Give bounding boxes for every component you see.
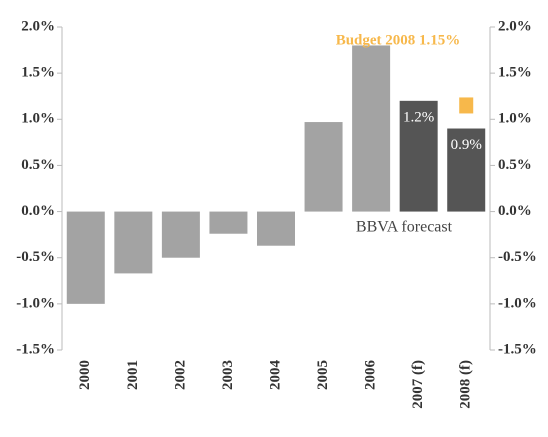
y-tick-label: 2.0% (21, 18, 55, 34)
y-tick-label: 0.0% (21, 203, 55, 219)
budget-label: Budget 2008 1.15% (336, 32, 461, 48)
x-tick-label: 2000 (77, 360, 93, 390)
x-tick-label: 2004 (267, 360, 283, 391)
y2-tick-label: 2.0% (498, 18, 532, 34)
bar (257, 211, 295, 246)
x-tick-label: 2003 (220, 360, 236, 390)
x-tick-label: 2007 (f) (410, 360, 426, 409)
y-tick-label: 0.5% (21, 157, 55, 173)
bar (304, 122, 343, 212)
x-tick-label: 2001 (125, 360, 141, 390)
x-tick-label: 2006 (363, 360, 379, 391)
x-tick-label: 2002 (172, 360, 188, 390)
bar (161, 211, 200, 258)
x-tick-label: 2005 (315, 360, 331, 390)
y2-tick-label: -1.0% (498, 295, 537, 311)
y-tick-label: -0.5% (16, 249, 55, 265)
y2-tick-label: 0.0% (498, 203, 532, 219)
y2-tick-label: 1.0% (498, 111, 532, 127)
y-tick-label: 1.0% (21, 111, 55, 127)
bar (399, 100, 438, 212)
bar (447, 128, 486, 212)
forecast-annotation: BBVA forecast (356, 219, 453, 236)
bar (114, 211, 153, 274)
value-label: 0.9% (451, 137, 482, 153)
bar (209, 211, 248, 234)
y-tick-label: 1.5% (21, 65, 55, 81)
y-tick-label: -1.5% (16, 341, 55, 357)
y2-tick-label: -0.5% (498, 249, 537, 265)
x-tick-label: 2008 (f) (458, 360, 474, 409)
y-tick-label: -1.0% (16, 295, 55, 311)
y2-tick-label: 1.5% (498, 65, 532, 81)
budget-marker (459, 97, 474, 114)
bar (352, 45, 391, 212)
y2-tick-label: -1.5% (498, 341, 537, 357)
y2-tick-label: 0.5% (498, 157, 532, 173)
value-label: 1.2% (403, 109, 434, 125)
bar (66, 211, 105, 304)
